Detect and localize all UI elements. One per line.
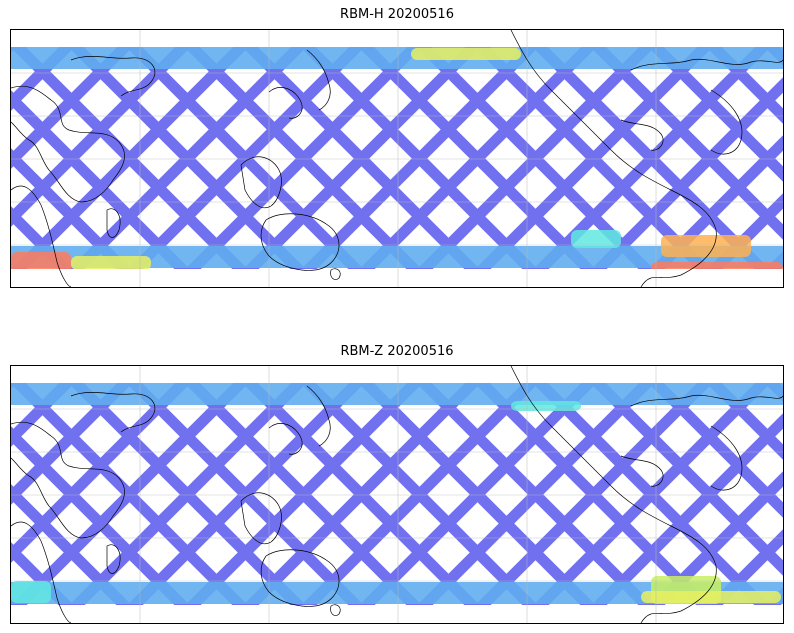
coastline [11,421,125,539]
hotspot-blob [641,591,781,603]
coastline [630,58,783,71]
track-descending [591,413,783,605]
coastline [268,423,303,455]
panel-title-top: RBM-H 20200516 [340,7,454,22]
coastline [260,213,340,271]
coastline [306,385,331,447]
south-band [11,246,783,268]
graticule [11,30,783,287]
flux-hotspots [11,401,781,604]
hotspot-blob [11,252,71,269]
coastline [330,604,341,616]
coastline [240,156,282,209]
coastline [630,394,783,407]
flux-hotspots [11,48,783,269]
hotspot-blob [651,262,783,269]
coastline [510,366,717,623]
hotspot-blob [411,48,521,60]
coastline [330,268,341,280]
coastline [268,87,303,119]
coastline [260,549,340,607]
panel-title-bottom: RBM-Z 20200516 [340,344,454,359]
graticule [11,366,783,623]
coastline [510,30,717,287]
coastline [710,425,743,491]
coastline [11,185,72,287]
coastline [106,208,121,238]
south-band [11,582,783,604]
hotspot-blob [71,256,151,269]
coastline [620,119,664,151]
hotspot-blob [661,235,751,257]
coastlines [11,366,783,623]
track-descending [591,77,783,269]
coastline [306,49,331,111]
coastline [70,392,156,433]
coastline [70,56,156,97]
map-canvas [11,366,783,623]
coastline [240,492,282,545]
hotspot-blob [571,230,621,248]
north-band [11,383,783,405]
hotspot-blob [11,581,51,603]
track-descending [707,529,783,605]
north-band [11,47,783,69]
map-bottom [10,365,784,624]
coastline [11,521,72,623]
coastline [11,85,125,203]
coastline [106,544,121,574]
coastlines [11,30,783,287]
coastline [710,89,743,155]
coastline [620,455,664,487]
map-top [10,29,784,288]
hotspot-blob [511,401,581,411]
map-canvas [11,30,783,287]
